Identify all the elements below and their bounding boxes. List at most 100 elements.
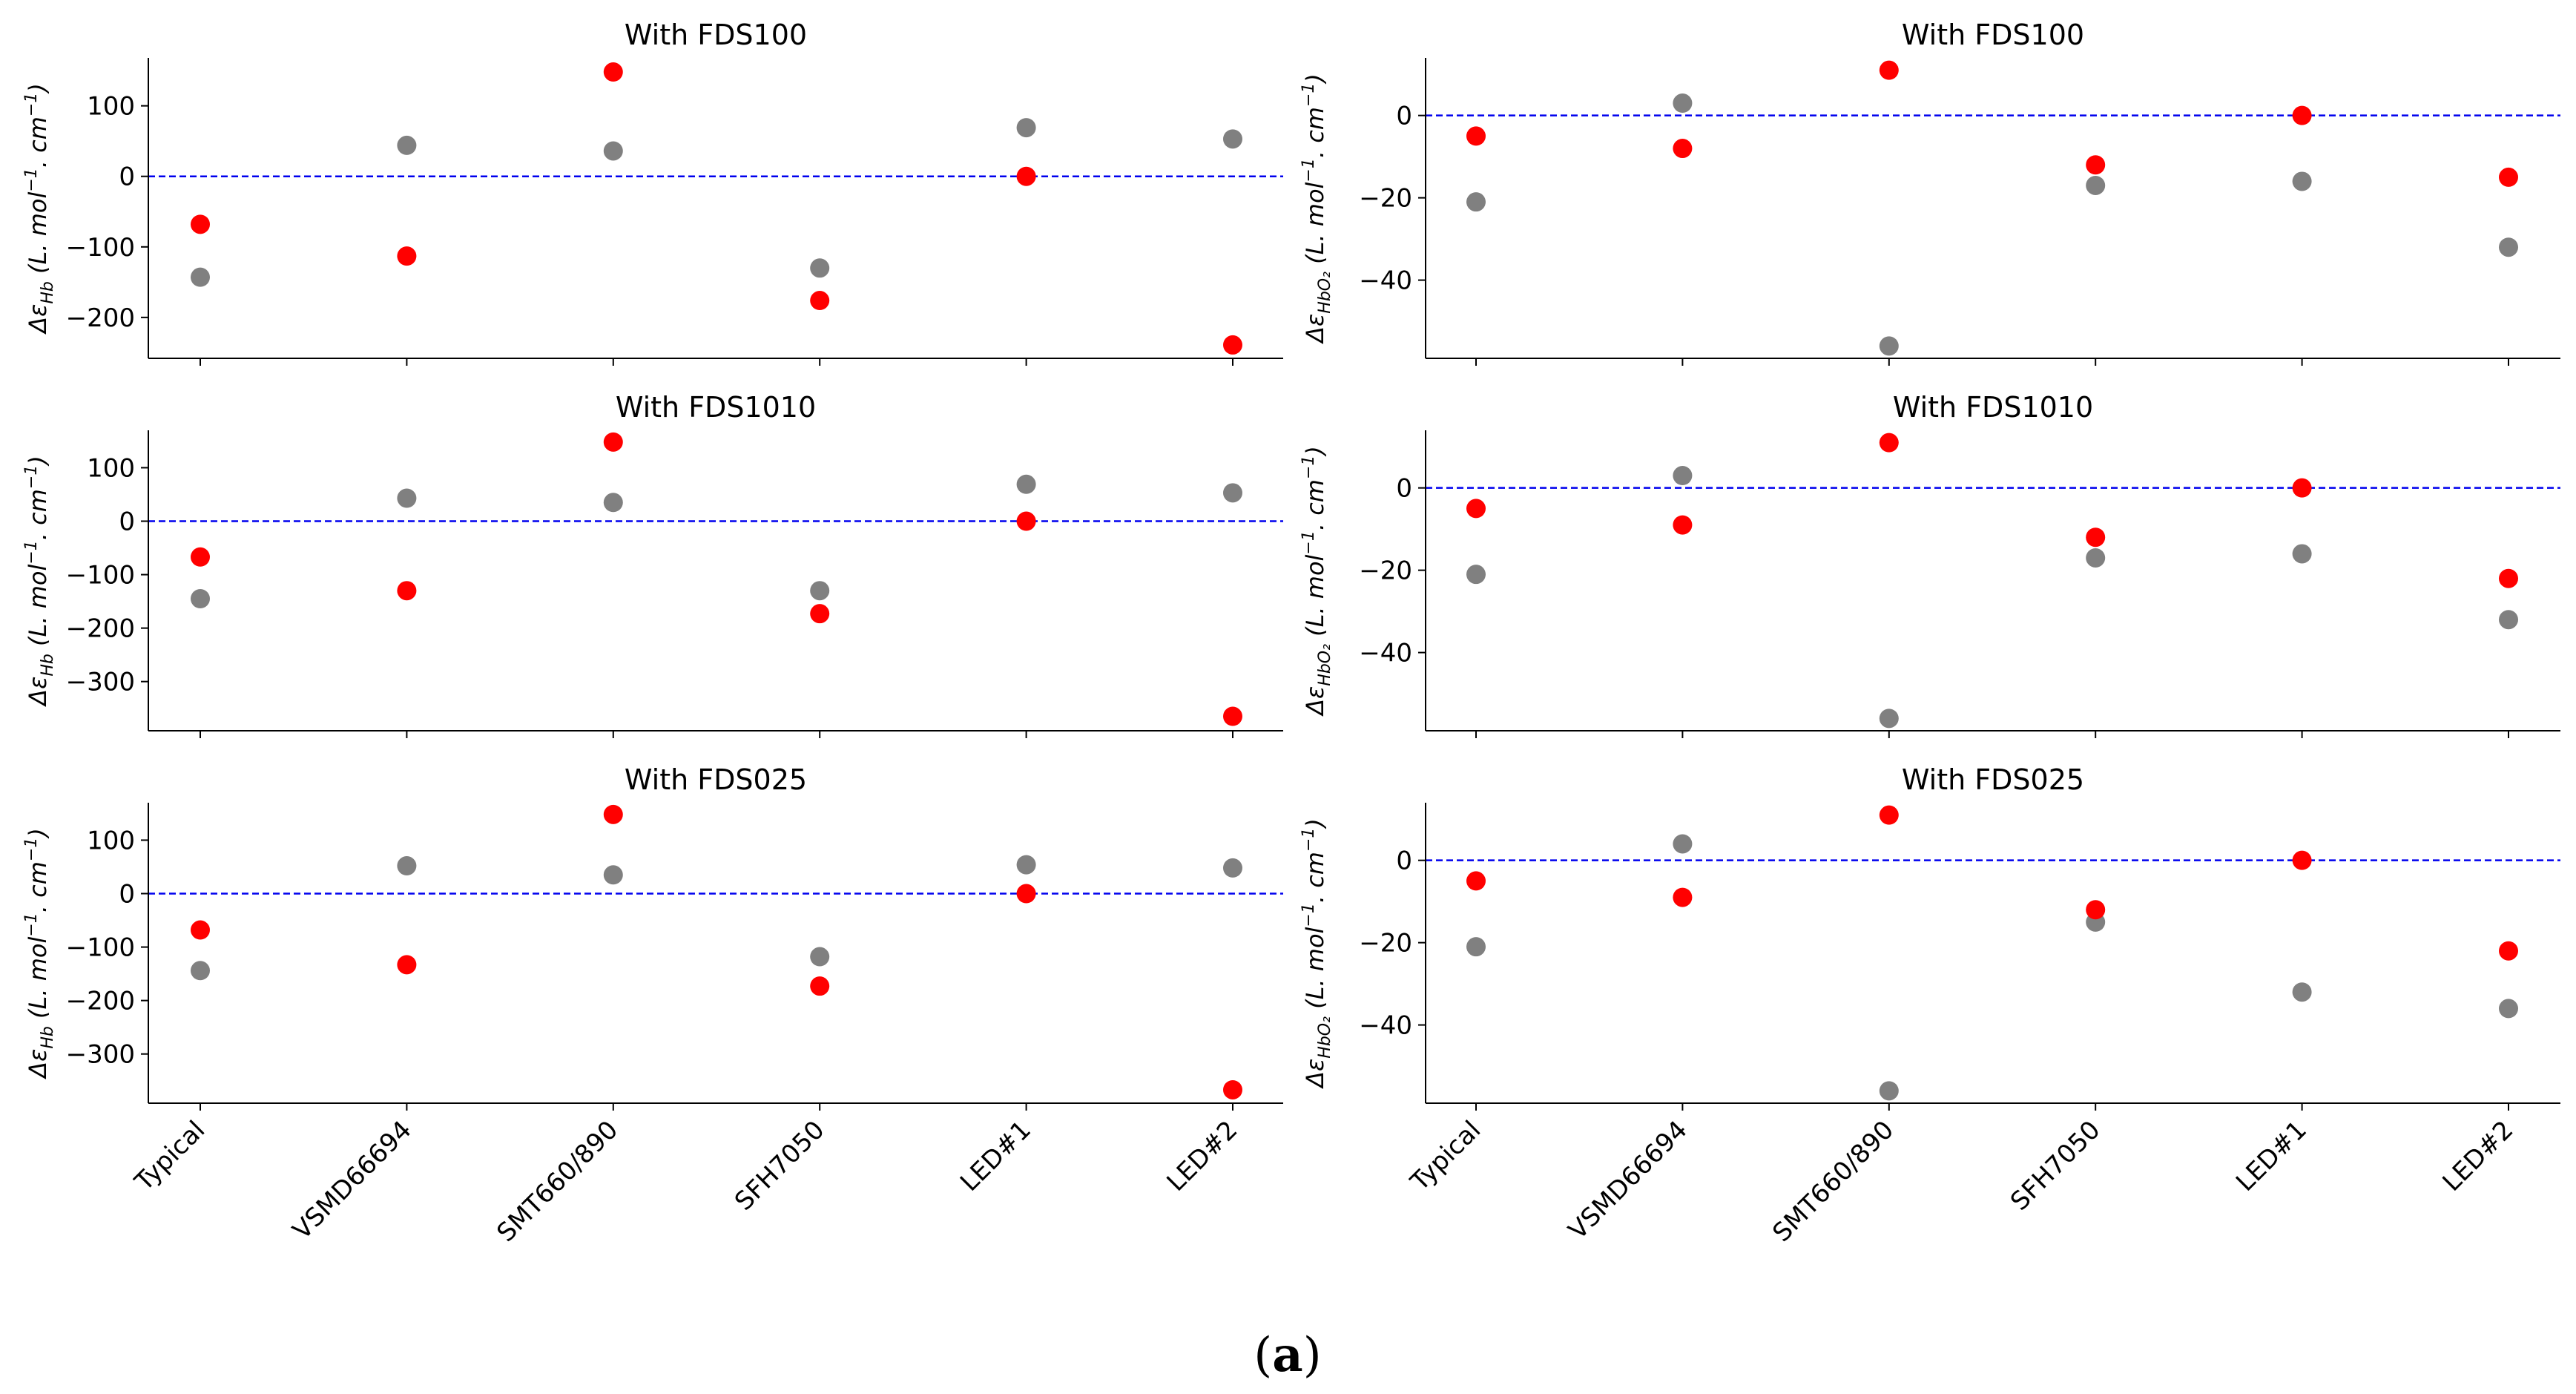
- data-point-red-Typical: [191, 547, 210, 567]
- data-point-grey-VSMD66694: [397, 488, 417, 508]
- y-tick-label: −40: [1359, 639, 1412, 668]
- data-point-red-LED#1: [2292, 105, 2312, 125]
- data-point-red-Typical: [1466, 126, 1486, 146]
- chart-panel-6: With FDS025 0 −20 −40 Typical VSMD66694 SMT660…: [1299, 763, 2560, 1248]
- y-tick-label: 0: [1396, 102, 1412, 131]
- y-axis-label: ΔεHbO₂ (L. mol−1. cm−1): [1299, 446, 1334, 717]
- data-point-red-LED#1: [1016, 166, 1036, 186]
- figure-caption: (a): [1254, 1327, 1321, 1383]
- data-point-red-SFH7050: [810, 604, 830, 624]
- y-tick-label: 0: [119, 507, 135, 537]
- data-point-grey-VSMD66694: [1673, 466, 1693, 486]
- y-tick-label: −300: [66, 668, 135, 697]
- data-point-grey-Typical: [1466, 192, 1486, 212]
- y-tick-label: −100: [66, 933, 135, 963]
- panel-title: With FDS1010: [1893, 391, 2093, 424]
- data-point-red-SMT660/890: [603, 432, 623, 452]
- y-tick-label: −200: [66, 303, 135, 333]
- data-point-grey-Typical: [191, 961, 210, 981]
- chart-panel-5: With FDS025 100 0 −100 −200 −300 Typical VSMD66…: [22, 763, 1283, 1248]
- y-tick-label: 0: [1396, 474, 1412, 504]
- y-axis-label: ΔεHb (L. mol−1. cm−1): [22, 456, 57, 708]
- data-point-grey-SFH7050: [810, 947, 830, 967]
- y-tick-label: −100: [66, 233, 135, 263]
- data-point-grey-LED#1: [2292, 982, 2312, 1002]
- x-tick-label: SFH7050: [729, 1115, 831, 1217]
- data-point-grey-SFH7050: [810, 258, 830, 278]
- panel-title: With FDS025: [1902, 763, 2084, 796]
- x-tick-label: Typical: [1405, 1115, 1487, 1197]
- data-point-red-VSMD66694: [1673, 887, 1693, 907]
- data-point-grey-VSMD66694: [1673, 93, 1693, 114]
- chart-panel-3: With FDS1010 100 0 −100 −200 −300 ΔεHb (L. mol…: [22, 391, 1283, 738]
- data-point-red-LED#1: [2292, 478, 2312, 498]
- x-tick-label: VSMD66694: [287, 1115, 418, 1246]
- chart-panel-2: With FDS100 0 −20 −40 ΔεHbO₂ (L. mol−1. cm−1…: [1299, 19, 2560, 366]
- data-point-grey-SFH7050: [2086, 175, 2106, 195]
- data-point-red-VSMD66694: [1673, 139, 1693, 159]
- panel-title: With FDS100: [625, 19, 807, 51]
- data-point-red-LED#2: [1223, 335, 1242, 355]
- x-tick-label: LED#2: [1162, 1115, 1244, 1197]
- data-point-red-LED#1: [1016, 884, 1036, 904]
- data-point-red-SFH7050: [2086, 527, 2106, 548]
- data-point-red-SMT660/890: [1879, 60, 1899, 80]
- data-point-red-Typical: [191, 214, 210, 234]
- y-axis-label: ΔεHbO₂ (L. mol−1. cm−1): [1299, 73, 1334, 345]
- y-axis-label: ΔεHbO₂ (L. mol−1. cm−1): [1299, 818, 1334, 1090]
- data-point-red-Typical: [1466, 871, 1486, 891]
- x-tick-label: SMT660/890: [491, 1115, 624, 1248]
- data-point-grey-SMT660/890: [603, 865, 623, 885]
- y-tick-label: −100: [66, 561, 135, 591]
- data-point-red-SMT660/890: [603, 804, 623, 824]
- y-tick-label: 100: [87, 92, 135, 122]
- data-point-grey-Typical: [191, 589, 210, 609]
- y-tick-label: −20: [1359, 556, 1412, 586]
- data-point-grey-SFH7050: [2086, 548, 2106, 568]
- y-tick-label: 0: [119, 162, 135, 192]
- y-tick-label: −200: [66, 614, 135, 644]
- data-point-red-SMT660/890: [1879, 433, 1899, 453]
- data-point-red-SFH7050: [810, 976, 830, 996]
- data-point-grey-LED#1: [2292, 544, 2312, 564]
- data-point-grey-SMT660/890: [1879, 708, 1899, 729]
- data-point-grey-LED#1: [1016, 855, 1036, 875]
- data-point-grey-SFH7050: [810, 581, 830, 601]
- y-tick-label: 0: [1396, 846, 1412, 876]
- data-point-grey-Typical: [1466, 937, 1486, 957]
- data-point-red-VSMD66694: [397, 246, 417, 266]
- x-tick-label: Typical: [129, 1115, 211, 1197]
- x-tick-label: LED#1: [955, 1115, 1037, 1197]
- x-tick-label: VSMD66694: [1563, 1115, 1693, 1246]
- data-point-grey-LED#2: [2499, 999, 2518, 1019]
- data-point-grey-VSMD66694: [397, 856, 417, 876]
- data-point-grey-SMT660/890: [603, 493, 623, 513]
- panel-title: With FDS100: [1902, 19, 2084, 51]
- x-tick-label: SFH7050: [2005, 1115, 2106, 1217]
- y-tick-label: 0: [119, 880, 135, 910]
- data-point-red-LED#2: [1223, 1079, 1242, 1099]
- data-point-red-VSMD66694: [397, 955, 417, 975]
- data-point-grey-LED#1: [1016, 474, 1036, 494]
- data-point-grey-LED#1: [2292, 171, 2312, 191]
- panel-title: With FDS025: [625, 763, 807, 796]
- data-point-grey-LED#2: [1223, 858, 1242, 878]
- data-point-red-SFH7050: [810, 291, 830, 311]
- y-tick-label: −40: [1359, 266, 1412, 296]
- data-point-grey-Typical: [1466, 565, 1486, 585]
- data-point-red-LED#1: [2292, 850, 2312, 870]
- data-point-grey-SMT660/890: [1879, 336, 1899, 356]
- data-point-grey-Typical: [191, 267, 210, 287]
- data-point-grey-LED#2: [1223, 483, 1242, 503]
- x-tick-label: SMT660/890: [1767, 1115, 1900, 1248]
- y-axis-label: ΔεHb (L. mol−1. cm−1): [22, 828, 57, 1080]
- y-tick-label: −20: [1359, 184, 1412, 214]
- data-point-red-LED#1: [1016, 511, 1036, 531]
- data-point-grey-VSMD66694: [397, 135, 417, 155]
- data-point-red-SMT660/890: [1879, 805, 1899, 825]
- y-tick-label: 100: [87, 826, 135, 855]
- y-tick-label: −40: [1359, 1011, 1412, 1041]
- y-tick-label: 100: [87, 453, 135, 483]
